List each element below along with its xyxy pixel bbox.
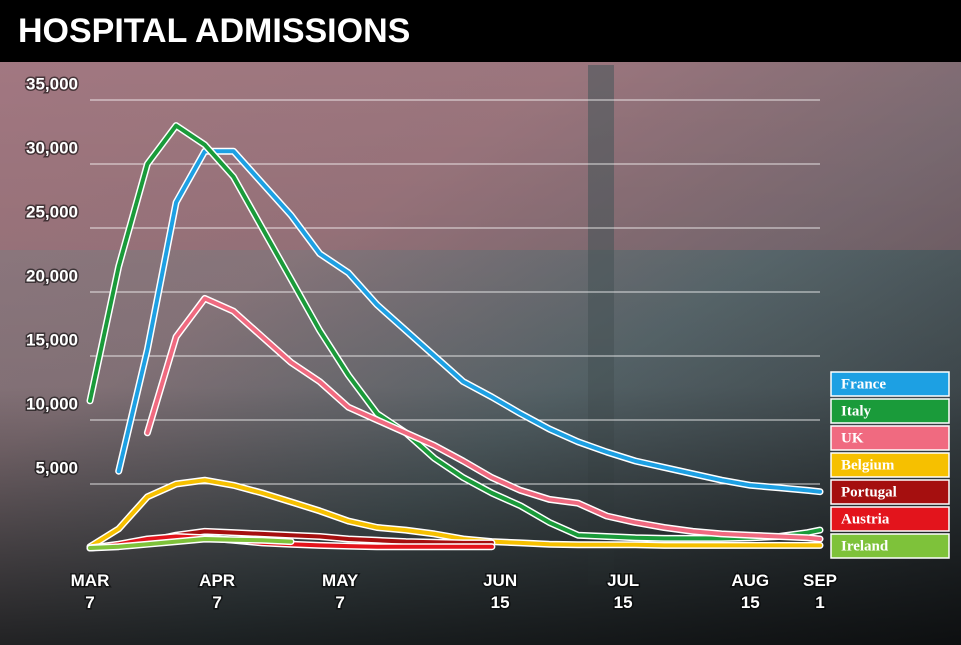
legend-label: UK — [841, 430, 864, 446]
legend-label: France — [841, 376, 886, 392]
series-line — [88, 123, 822, 541]
x-tick-label: AUG 15 — [731, 571, 769, 612]
x-tick-label-line: 15 — [741, 593, 760, 612]
legend-label: Belgium — [841, 457, 895, 473]
legend-swatch — [830, 452, 950, 478]
y-tick-label: 5,000 — [35, 458, 78, 477]
series-line — [88, 537, 293, 550]
series-line — [145, 296, 822, 541]
y-tick-label: 30,000 — [26, 138, 78, 157]
x-tick-label: JUL 15 — [607, 571, 639, 612]
legend-swatch — [830, 506, 950, 532]
x-tick-label-line: 1 — [815, 593, 824, 612]
legend-label: Austria — [841, 511, 890, 527]
x-tick-label: MAR 7 — [71, 571, 110, 612]
x-tick-label-line: 7 — [85, 593, 94, 612]
x-tick-label-line: 7 — [212, 593, 221, 612]
title-bar — [0, 0, 961, 62]
legend-swatch — [830, 371, 950, 397]
legend-swatch — [830, 425, 950, 451]
legend-swatch — [830, 479, 950, 505]
x-tick-label-line: 7 — [335, 593, 344, 612]
legend-label: Portugal — [841, 484, 897, 500]
legend-swatch — [830, 533, 950, 559]
x-tick-label-line: 15 — [614, 593, 633, 612]
x-tick-label-line: APR — [199, 571, 235, 590]
legend-label: Ireland — [841, 538, 889, 554]
series-line — [116, 149, 822, 494]
y-tick-label: 25,000 — [26, 202, 78, 221]
y-tick-label: 15,000 — [26, 330, 78, 349]
x-tick-label-line: MAR — [71, 571, 110, 590]
y-tick-label: 35,000 — [26, 74, 78, 93]
x-tick-label: APR 7 — [199, 571, 235, 612]
x-tick-label-line: 15 — [491, 593, 510, 612]
x-tick-label: JUN 15 — [483, 571, 517, 612]
y-tick-label: 10,000 — [26, 394, 78, 413]
x-tick-label: MAY 7 — [322, 571, 359, 612]
x-tick-label-line: SEP — [803, 571, 837, 590]
x-tick-label-line: MAY — [322, 571, 359, 590]
legend-swatch — [830, 398, 950, 424]
x-tick-label-line: JUN — [483, 571, 517, 590]
legend-label: Italy — [841, 403, 872, 419]
x-tick-label: SEP 1 — [803, 571, 837, 612]
series-line — [88, 478, 822, 549]
x-tick-label-line: AUG — [731, 571, 769, 590]
y-tick-label: 20,000 — [26, 266, 78, 285]
chart-title: HOSPITAL ADMISSIONS — [18, 12, 410, 50]
x-tick-label-line: JUL — [607, 571, 639, 590]
